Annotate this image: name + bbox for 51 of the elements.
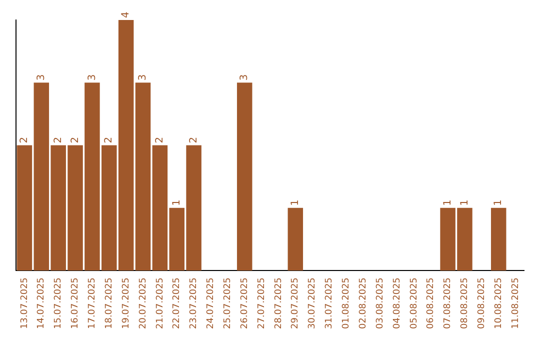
x-tick-label: 31.07.2025 — [324, 277, 335, 329]
data-label: 3 — [36, 74, 47, 81]
data-label: 3 — [138, 74, 149, 81]
bar — [16, 145, 32, 270]
bar — [135, 82, 151, 270]
data-label: 3 — [239, 74, 250, 81]
x-tick-label: 09.08.2025 — [477, 277, 488, 329]
data-label: 2 — [70, 136, 81, 144]
x-tick-label: 07.08.2025 — [443, 277, 454, 329]
x-tick-label: 08.08.2025 — [460, 277, 470, 329]
x-tick-label: 22.07.2025 — [172, 277, 182, 329]
x-tick-label: 13.07.2025 — [20, 277, 30, 329]
data-label: 2 — [52, 136, 64, 144]
data-label: 4 — [120, 12, 132, 18]
x-tick-label: 25.07.2025 — [223, 277, 234, 329]
data-label: 1 — [442, 199, 454, 206]
data-label: 2 — [188, 136, 200, 144]
x-tick-label: 21.07.2025 — [155, 277, 166, 329]
x-tick-label: 26.07.2025 — [240, 277, 250, 329]
x-tick-label: 03.08.2025 — [375, 277, 386, 329]
x-tick-label: 29.07.2025 — [290, 277, 301, 329]
x-tick-label: 14.07.2025 — [36, 277, 47, 329]
x-tick-label: 23.07.2025 — [189, 277, 200, 329]
bar — [236, 82, 252, 270]
data-label: 1 — [493, 199, 504, 206]
x-tick-label: 10.08.2025 — [494, 277, 504, 329]
x-tick-label: 11.08.2025 — [510, 277, 521, 329]
x-tick-label: 16.07.2025 — [70, 277, 81, 329]
x-tick-label: 06.08.2025 — [426, 277, 436, 329]
x-tick-label: 28.07.2025 — [274, 277, 284, 329]
x-tick-label: 18.07.2025 — [104, 277, 114, 329]
x-tick-label: 24.07.2025 — [206, 277, 216, 329]
x-tick-label: 17.07.2025 — [88, 277, 98, 329]
x-tick-label: 27.07.2025 — [256, 277, 267, 329]
x-tick-label: 04.08.2025 — [392, 277, 402, 329]
x-tick-label: 01.08.2025 — [342, 277, 352, 329]
x-tick-label: 05.08.2025 — [409, 277, 420, 329]
data-label: 2 — [19, 136, 30, 144]
data-label: 2 — [154, 136, 166, 144]
x-tick-label: 19.07.2025 — [121, 277, 132, 329]
x-tick-label: 30.07.2025 — [308, 277, 318, 329]
bar — [490, 208, 506, 270]
data-label: 1 — [290, 199, 301, 206]
data-label: 2 — [104, 136, 115, 144]
x-tick-label: 02.08.2025 — [358, 277, 368, 329]
data-label: 3 — [86, 74, 98, 81]
data-label: 1 — [459, 199, 470, 206]
data-label: 1 — [171, 199, 182, 206]
x-tick-label: 15.07.2025 — [54, 277, 64, 329]
bar — [288, 208, 304, 270]
x-tick-label: 20.07.2025 — [138, 277, 148, 329]
